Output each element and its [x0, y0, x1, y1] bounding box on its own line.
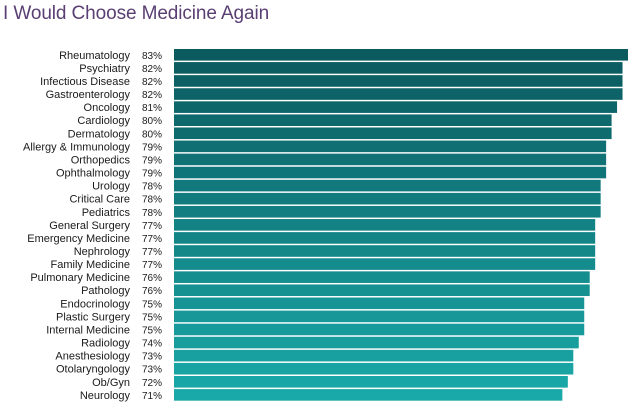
value-label: 82% — [142, 90, 162, 101]
value-label: 76% — [142, 286, 162, 297]
value-label: 78% — [142, 195, 162, 206]
bar-radiology — [174, 336, 579, 349]
bar-infectious-disease — [174, 75, 623, 87]
bar-internal-medicine — [174, 323, 585, 336]
value-label: 71% — [142, 391, 162, 402]
category-label: Cardiology — [77, 115, 130, 127]
bars-group — [174, 49, 628, 401]
category-label: Infectious Disease — [40, 76, 130, 88]
value-label: 77% — [142, 234, 162, 245]
category-label: Psychiatry — [79, 63, 130, 75]
value-label: 78% — [142, 182, 162, 193]
value-label: 75% — [142, 299, 162, 310]
category-label: Allergy & Immunology — [23, 141, 130, 153]
value-label: 79% — [142, 155, 162, 166]
bar-oncology — [174, 101, 618, 113]
chart-title: I Would Choose Medicine Again — [3, 3, 270, 24]
bar-nephrology — [174, 245, 596, 257]
category-label: Family Medicine — [51, 259, 130, 271]
bar-emergency-medicine — [174, 232, 596, 244]
value-label: 77% — [142, 247, 162, 258]
bar-allergy-immunology — [174, 140, 607, 153]
bar-general-surgery — [174, 219, 596, 231]
bar-urology — [174, 179, 601, 192]
category-label: Dermatology — [68, 128, 131, 140]
value-label: 73% — [142, 365, 162, 376]
bar-pediatrics — [174, 205, 601, 218]
bar-neurology — [174, 389, 563, 401]
category-label: Otolaryngology — [56, 364, 130, 376]
category-label: Emergency Medicine — [27, 233, 130, 245]
category-label: Pathology — [81, 285, 130, 297]
category-label: Anesthesiology — [55, 351, 130, 363]
value-label: 79% — [142, 142, 162, 153]
bar-anesthesiology — [174, 349, 574, 362]
category-label: Neurology — [80, 390, 131, 402]
value-label: 77% — [142, 221, 162, 232]
bar-plastic-surgery — [174, 310, 585, 323]
category-label: Pulmonary Medicine — [30, 272, 130, 284]
bar-pathology — [174, 284, 590, 297]
category-label: Radiology — [81, 338, 130, 350]
value-labels-group: 83% 82% 82% 82% 81% 80% 80% 79% 79% 79% 78% 78% 78% 7… — [142, 51, 162, 402]
value-label: 82% — [142, 64, 162, 75]
bar-psychiatry — [174, 62, 623, 74]
bar-endocrinology — [174, 297, 585, 310]
category-label: Internal Medicine — [46, 324, 130, 336]
bar-ophthalmology — [174, 166, 607, 179]
bar-dermatology — [174, 127, 612, 140]
category-label: Plastic Surgery — [56, 311, 130, 323]
value-label: 76% — [142, 273, 162, 284]
value-label: 80% — [142, 116, 162, 127]
bar-gastroenterology — [174, 88, 623, 100]
value-label: 78% — [142, 208, 162, 219]
category-label: General Surgery — [49, 220, 130, 232]
bar-ob-gyn — [174, 376, 568, 388]
category-label: Critical Care — [69, 194, 130, 206]
value-label: 74% — [142, 339, 162, 350]
category-label: Gastroenterology — [46, 89, 131, 101]
bar-critical-care — [174, 192, 601, 205]
bar-pulmonary-medicine — [174, 271, 590, 283]
bar-family-medicine — [174, 258, 596, 270]
category-label: Pediatrics — [82, 207, 131, 219]
category-label: Orthopedics — [71, 154, 131, 166]
value-label: 83% — [142, 51, 162, 62]
value-label: 79% — [142, 169, 162, 180]
value-label: 73% — [142, 352, 162, 363]
value-label: 75% — [142, 312, 162, 323]
value-label: 75% — [142, 325, 162, 336]
category-label: Nephrology — [74, 246, 131, 258]
category-label: Endocrinology — [60, 298, 130, 310]
category-label: Oncology — [84, 102, 131, 114]
value-label: 80% — [142, 129, 162, 140]
category-label: Rheumatology — [59, 50, 130, 62]
value-label: 82% — [142, 77, 162, 88]
bar-rheumatology — [174, 49, 628, 61]
value-label: 77% — [142, 260, 162, 271]
bar-otolaryngology — [174, 362, 574, 375]
bar-cardiology — [174, 114, 612, 126]
category-label: Urology — [92, 181, 130, 193]
value-label: 81% — [142, 103, 162, 114]
bar-orthopedics — [174, 153, 607, 166]
category-label: Ophthalmology — [56, 168, 130, 180]
category-label: Ob/Gyn — [92, 377, 130, 389]
value-label: 72% — [142, 378, 162, 389]
